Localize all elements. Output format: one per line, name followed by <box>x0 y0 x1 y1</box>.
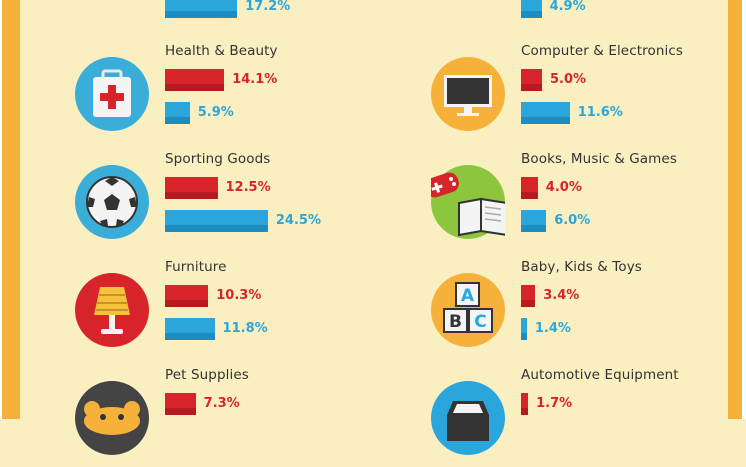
category-label: Sporting Goods <box>165 151 271 167</box>
value-label: 10.3% <box>216 288 262 303</box>
value-label: 5.0% <box>550 72 587 87</box>
value-label: 1.7% <box>536 396 573 411</box>
abc-blocks-icon: A B C <box>431 273 505 347</box>
svg-text:B: B <box>449 312 462 332</box>
bar <box>165 177 218 199</box>
value-label: 4.9% <box>549 0 586 14</box>
right-border <box>728 0 746 419</box>
bar <box>165 102 190 124</box>
bar <box>165 318 215 340</box>
left-border-edge <box>0 0 2 419</box>
category-block: Furniture 10.3% 11.8% <box>75 259 405 359</box>
gamepad-and-book-icon <box>431 165 505 239</box>
category-block: A B C Baby, Kids & Toys 3.4% 1.4% <box>431 259 746 359</box>
value-label: 1.4% <box>534 321 571 336</box>
category-block: Sporting Goods 12.5% 24.5% <box>75 151 405 251</box>
category-block: Health & Beauty 14.1% 5.9% <box>75 43 405 143</box>
category-label: Books, Music & Games <box>521 151 677 167</box>
category-block: 17.2% <box>75 0 405 21</box>
category-label: Furniture <box>165 259 227 275</box>
bar <box>165 210 268 232</box>
category-label: Health & Beauty <box>165 43 278 59</box>
value-label: 14.1% <box>232 72 278 87</box>
value-label: 5.9% <box>197 105 234 120</box>
category-block: 4.9% <box>431 0 746 21</box>
svg-text:A: A <box>461 286 475 306</box>
value-label: 4.0% <box>545 180 582 195</box>
computer-monitor-icon <box>431 57 505 131</box>
value-label: 12.5% <box>225 180 271 195</box>
infographic: 17.2% 4.9% Health & Beauty 14.1% 5.9% <box>0 0 746 455</box>
category-block: Automotive Equipment 1.7% <box>431 367 746 467</box>
bar <box>521 393 529 415</box>
bar <box>165 69 225 91</box>
bar <box>521 177 538 199</box>
right-border-edge <box>742 0 746 419</box>
first-aid-kit-icon <box>75 57 149 131</box>
value-label: 17.2% <box>245 0 291 14</box>
value-label: 3.4% <box>543 288 580 303</box>
category-label: Baby, Kids & Toys <box>521 259 642 275</box>
category-block: Computer & Electronics 5.0% 11.6% <box>431 43 746 143</box>
bar <box>165 393 196 415</box>
lamp-icon <box>75 273 149 347</box>
value-label: 11.8% <box>222 321 268 336</box>
svg-text:C: C <box>474 312 486 332</box>
dog-icon <box>75 381 149 455</box>
category-label: Pet Supplies <box>165 367 249 383</box>
value-label: 24.5% <box>275 213 321 228</box>
value-label: 11.6% <box>577 105 623 120</box>
value-label: 7.3% <box>203 396 240 411</box>
bar <box>521 285 536 307</box>
category-label: Computer & Electronics <box>521 43 683 59</box>
bar <box>521 69 542 91</box>
bar <box>521 210 547 232</box>
value-label: 6.0% <box>554 213 591 228</box>
bar <box>521 0 542 18</box>
bar <box>165 0 238 18</box>
left-border <box>0 0 20 419</box>
bar <box>521 318 527 340</box>
category-label: Automotive Equipment <box>521 367 679 383</box>
category-block: Books, Music & Games 4.0% 6.0% <box>431 151 746 251</box>
bar <box>521 102 570 124</box>
soccer-ball-icon <box>75 165 149 239</box>
category-block: Pet Supplies 7.3% <box>75 367 405 467</box>
car-icon <box>431 381 505 455</box>
bar <box>165 285 209 307</box>
